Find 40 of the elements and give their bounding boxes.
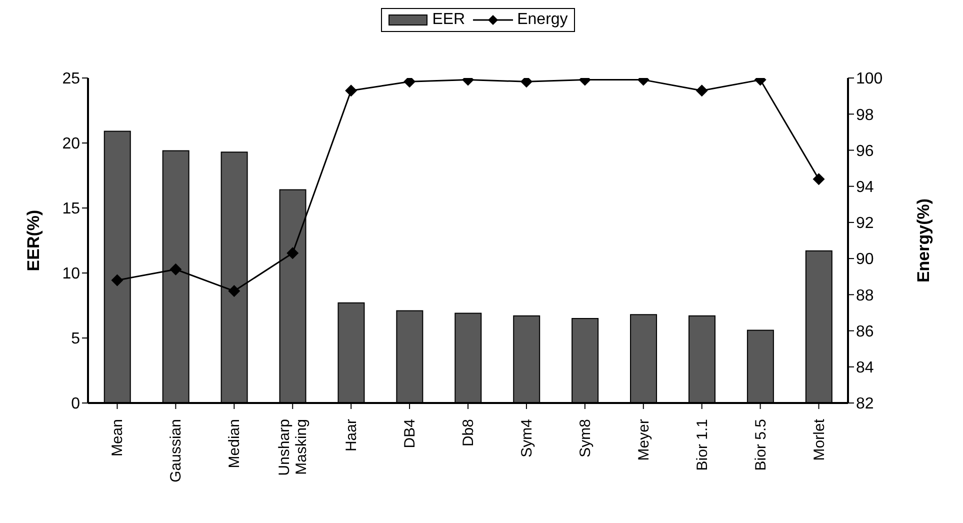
x-tick-label: Unsharp Masking — [276, 419, 310, 476]
y-tick-label: 0 — [71, 396, 80, 413]
point — [170, 263, 182, 276]
y2-tick-label: 98 — [856, 106, 874, 124]
y2-tick-label: 86 — [856, 323, 874, 340]
y2-tick-label: 90 — [856, 251, 874, 268]
y2-tick-label: 100 — [856, 70, 883, 88]
x-tick-label: DB4 — [402, 419, 419, 448]
x-tick-label: Sym4 — [518, 419, 536, 458]
x-tick-label: Gaussian — [168, 419, 185, 482]
y-tick-label: 25 — [62, 70, 80, 88]
y2-tick-label: 88 — [856, 287, 874, 304]
x-tick-label: Mean — [109, 419, 126, 457]
point — [286, 247, 299, 260]
legend-label: EER — [432, 11, 466, 29]
y2-tick-label: 82 — [856, 396, 874, 413]
y-tick-label: 5 — [71, 330, 80, 348]
x-tick-label: Median — [226, 419, 244, 468]
y-tick-label: 15 — [62, 200, 80, 218]
point — [111, 274, 124, 286]
y-axis-title: EER(%) — [24, 210, 44, 272]
point — [696, 84, 708, 97]
x-tick-label: Meyer — [635, 419, 652, 461]
x-tick-label: Db8 — [460, 419, 477, 447]
y2-tick-label: 92 — [856, 215, 874, 232]
y2-tick-label: 96 — [856, 142, 874, 160]
y-tick-label: 10 — [62, 266, 80, 283]
y-tick-label: 20 — [62, 136, 80, 153]
point — [228, 285, 240, 298]
x-tick-label: Haar — [343, 419, 360, 452]
point — [345, 84, 358, 97]
y2-axis-title: Energy(%) — [914, 198, 934, 283]
y2-tick-label: 84 — [856, 360, 874, 377]
legend-label: Energy — [517, 11, 568, 29]
y2-tick-label: 94 — [856, 179, 874, 196]
x-tick-label: Morlet — [810, 418, 828, 461]
point — [812, 173, 825, 186]
x-tick-label: Bior 1.1 — [694, 419, 711, 471]
x-tick-label: Bior 5.5 — [752, 419, 770, 471]
x-tick-label: Sym8 — [576, 419, 594, 458]
